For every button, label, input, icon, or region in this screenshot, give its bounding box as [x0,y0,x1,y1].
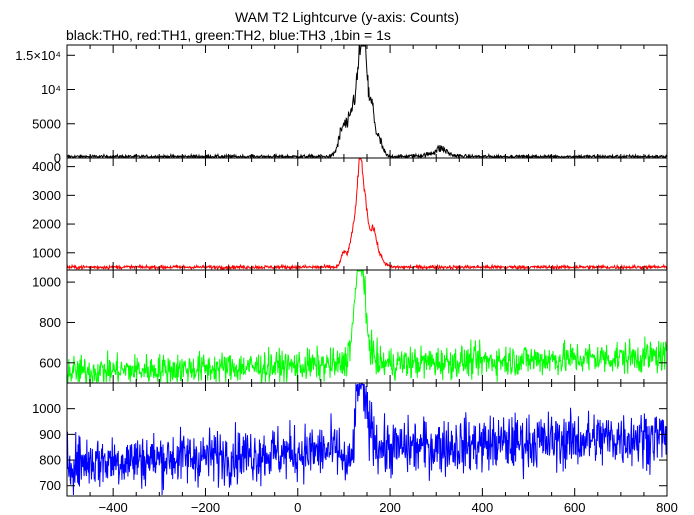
th3-ytick-label: 900 [39,427,61,442]
th3-ytick-label: 800 [39,453,61,468]
th3-ytick-label: 1000 [32,401,61,416]
th3-series-line [66,383,668,496]
xtick-label: 400 [472,500,494,515]
xtick-label: 200 [379,500,401,515]
chart-title: WAM T2 Lightcurve (y-axis: Counts) [234,9,460,25]
th2-series-line [66,270,668,383]
th2-ytick-label: 600 [39,355,61,370]
th3-ytick-label: 700 [39,478,61,493]
th0-series-line [66,45,668,159]
th1-ytick-label: 3000 [32,188,61,203]
th0-ytick-label: 10⁴ [41,82,61,97]
xtick-label: −200 [191,500,220,515]
xtick-label: 600 [564,500,586,515]
chart-subtitle: black:TH0, red:TH1, green:TH2, blue:TH3 … [66,27,391,43]
xtick-label: 800 [656,500,678,515]
th0-ytick-label: 0 [54,151,61,166]
th1-series-line [66,158,668,271]
th0-ytick-label: 5000 [32,116,61,131]
th2-ytick-label: 1000 [32,275,61,290]
th0-ytick-label: 1.5×10⁴ [15,48,61,63]
xtick-label: 0 [294,500,301,515]
th1-ytick-label: 1000 [32,245,61,260]
th2-ytick-label: 800 [39,315,61,330]
th0-panel-frame [66,44,668,159]
th1-ytick-label: 2000 [32,217,61,232]
th1-ytick-label: 4000 [32,159,61,174]
xtick-label: −400 [99,500,128,515]
